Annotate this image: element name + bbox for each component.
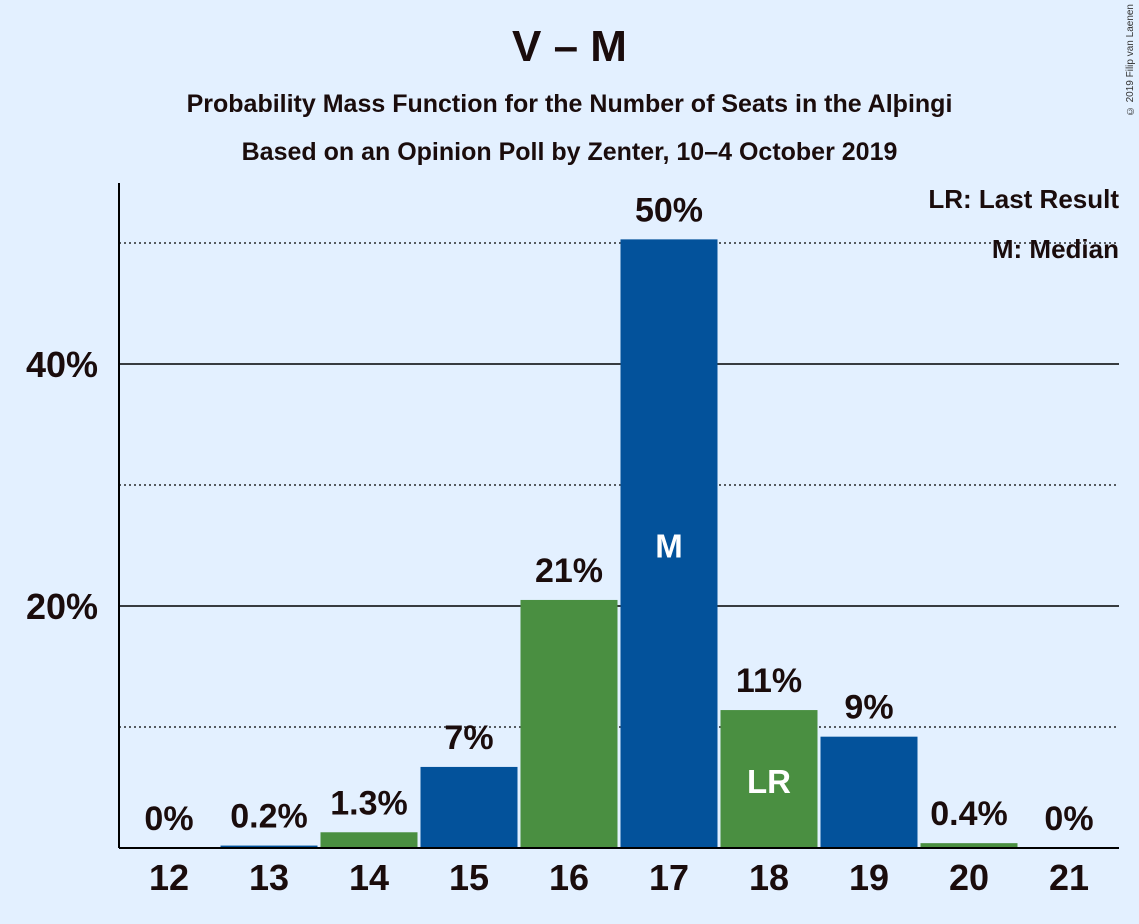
- last-result-marker: LR: [747, 763, 791, 800]
- x-tick-label: 14: [349, 857, 389, 898]
- x-tick-label: 12: [149, 857, 189, 898]
- x-tick-label: 16: [549, 857, 589, 898]
- x-tick-label: 20: [949, 857, 989, 898]
- chart-subtitle: Probability Mass Function for the Number…: [186, 90, 953, 118]
- x-tick-label: 13: [249, 857, 289, 898]
- bar-seat-20: [920, 843, 1018, 848]
- data-label: 11%: [736, 662, 802, 700]
- data-label: 7%: [444, 719, 493, 757]
- chart-source-subtitle: Based on an Opinion Poll by Zenter, 10–4…: [241, 138, 898, 166]
- data-label: 0%: [1044, 800, 1093, 838]
- data-label: 0.4%: [930, 795, 1008, 833]
- bar-seat-14: [320, 832, 418, 848]
- legend-median: M: Median: [991, 234, 1119, 264]
- data-label: 50%: [635, 191, 703, 229]
- chart-title: V – M: [512, 22, 627, 71]
- x-tick-label: 15: [449, 857, 489, 898]
- data-label: 0%: [144, 800, 193, 838]
- y-tick-label: 20%: [26, 586, 98, 627]
- x-tick-label: 19: [849, 857, 889, 898]
- y-tick-label: 40%: [26, 344, 98, 385]
- data-label: 0.2%: [230, 798, 308, 836]
- x-tick-label: 21: [1049, 857, 1089, 898]
- bar-seat-15: [420, 766, 518, 848]
- legend-last-result: LR: Last Result: [928, 184, 1119, 214]
- x-tick-label: 17: [649, 857, 689, 898]
- data-label: 9%: [844, 689, 893, 727]
- bar-seat-19: [820, 736, 918, 848]
- x-tick-label: 18: [749, 857, 789, 898]
- bar-seat-13: [220, 845, 318, 848]
- bar-seat-18: [720, 710, 818, 848]
- bar-seat-16: [520, 599, 618, 848]
- data-label: 1.3%: [330, 784, 408, 822]
- data-label: 21%: [535, 552, 603, 590]
- bar-seat-17: [620, 239, 718, 848]
- median-marker: M: [655, 527, 683, 564]
